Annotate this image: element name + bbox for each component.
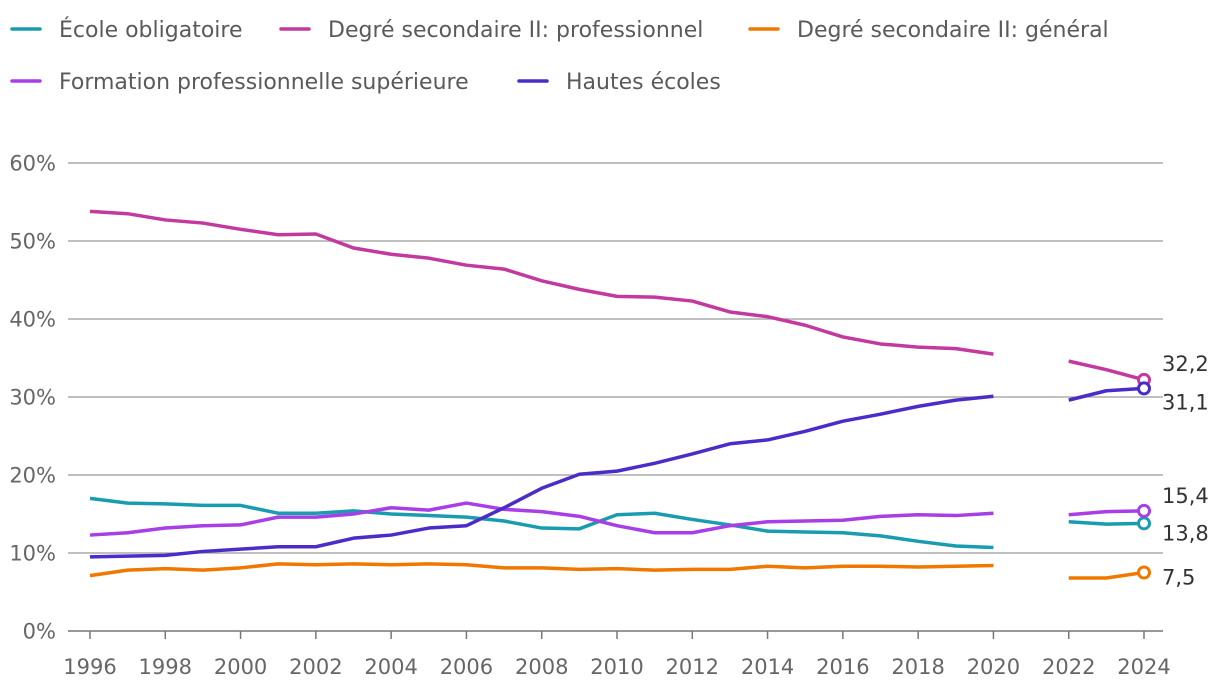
x-tick-label: 2006 — [440, 655, 493, 679]
legend-label-formation-professionnelle-superieure: Formation professionnelle supérieure — [59, 70, 469, 95]
x-tick-label: 2002 — [289, 655, 342, 679]
y-tick-label: 40% — [9, 308, 56, 332]
x-tick-label: 2022 — [1042, 655, 1095, 679]
y-tick-label: 30% — [9, 386, 56, 410]
series-line-ecole-obligatoire — [89, 496, 1145, 550]
series-line-degre-secondaire-ii-professionnel — [89, 209, 1145, 382]
x-tick-label: 2020 — [967, 655, 1020, 679]
x-tick-label: 1996 — [63, 655, 116, 679]
y-axis: 0% 10% 20% 30% 40% 50% 60% — [9, 152, 56, 644]
series-line-degre-secondaire-ii-general — [89, 562, 1145, 580]
x-tick-label: 2010 — [590, 655, 643, 679]
legend-item-degre-secondaire-ii-general: Degré secondaire II: général — [748, 18, 1109, 43]
end-marker-hautes-ecoles — [1137, 381, 1151, 396]
x-tick-label: 2024 — [1117, 655, 1170, 679]
legend-item-hautes-ecoles: Hautes écoles — [517, 70, 721, 95]
end-markers — [1137, 372, 1151, 580]
y-tick-label: 0% — [23, 620, 56, 644]
x-tick-label: 2012 — [666, 655, 719, 679]
x-axis: 1996 1998 2000 2002 2004 2006 2008 2010 2012 2014… — [63, 631, 1171, 679]
x-tick-label: 2014 — [741, 655, 794, 679]
y-tick-label: 10% — [9, 542, 56, 566]
y-tick-label: 20% — [9, 464, 56, 488]
series-line-hautes-ecoles — [89, 386, 1145, 559]
legend-item-degre-secondaire-ii-professionnel: Degré secondaire II: professionnel — [279, 18, 703, 43]
x-tick-label: 2000 — [214, 655, 267, 679]
y-tick-label: 60% — [9, 152, 56, 176]
legend-label-degre-secondaire-ii-general: Degré secondaire II: général — [797, 18, 1109, 43]
end-label-hautes-ecoles: 31,1 — [1162, 390, 1209, 414]
end-label-ecole-obligatoire: 13,8 — [1162, 521, 1209, 545]
end-label-degre-secondaire-ii-professionnel: 32,2 — [1162, 352, 1209, 376]
legend: École obligatoire Degré secondaire II: p… — [10, 17, 1109, 95]
gridlines — [68, 162, 1163, 632]
x-tick-label: 1998 — [139, 655, 192, 679]
legend-label-degre-secondaire-ii-professionnel: Degré secondaire II: professionnel — [328, 18, 703, 43]
x-tick-label: 2008 — [515, 655, 568, 679]
y-tick-label: 50% — [9, 230, 56, 254]
x-tick-label: 2004 — [364, 655, 417, 679]
legend-label-ecole-obligatoire: École obligatoire — [59, 17, 243, 43]
legend-item-ecole-obligatoire: École obligatoire — [10, 17, 243, 43]
x-tick-label: 2018 — [891, 655, 944, 679]
end-marker-formation-professionnelle-superieure — [1137, 503, 1151, 518]
legend-label-hautes-ecoles: Hautes écoles — [566, 70, 721, 95]
series-lines — [89, 209, 1145, 580]
series-line-formation-professionnelle-superieure — [89, 501, 1145, 537]
x-tick-label: 2016 — [816, 655, 869, 679]
end-labels: 13,8 32,2 7,5 15,4 31,1 — [1162, 352, 1209, 590]
end-marker-degre-secondaire-ii-general — [1137, 565, 1151, 580]
end-label-degre-secondaire-ii-general: 7,5 — [1162, 566, 1195, 590]
end-label-formation-professionnelle-superieure: 15,4 — [1162, 484, 1209, 508]
end-marker-ecole-obligatoire — [1137, 516, 1151, 531]
legend-item-formation-professionnelle-superieure: Formation professionnelle supérieure — [10, 70, 469, 95]
